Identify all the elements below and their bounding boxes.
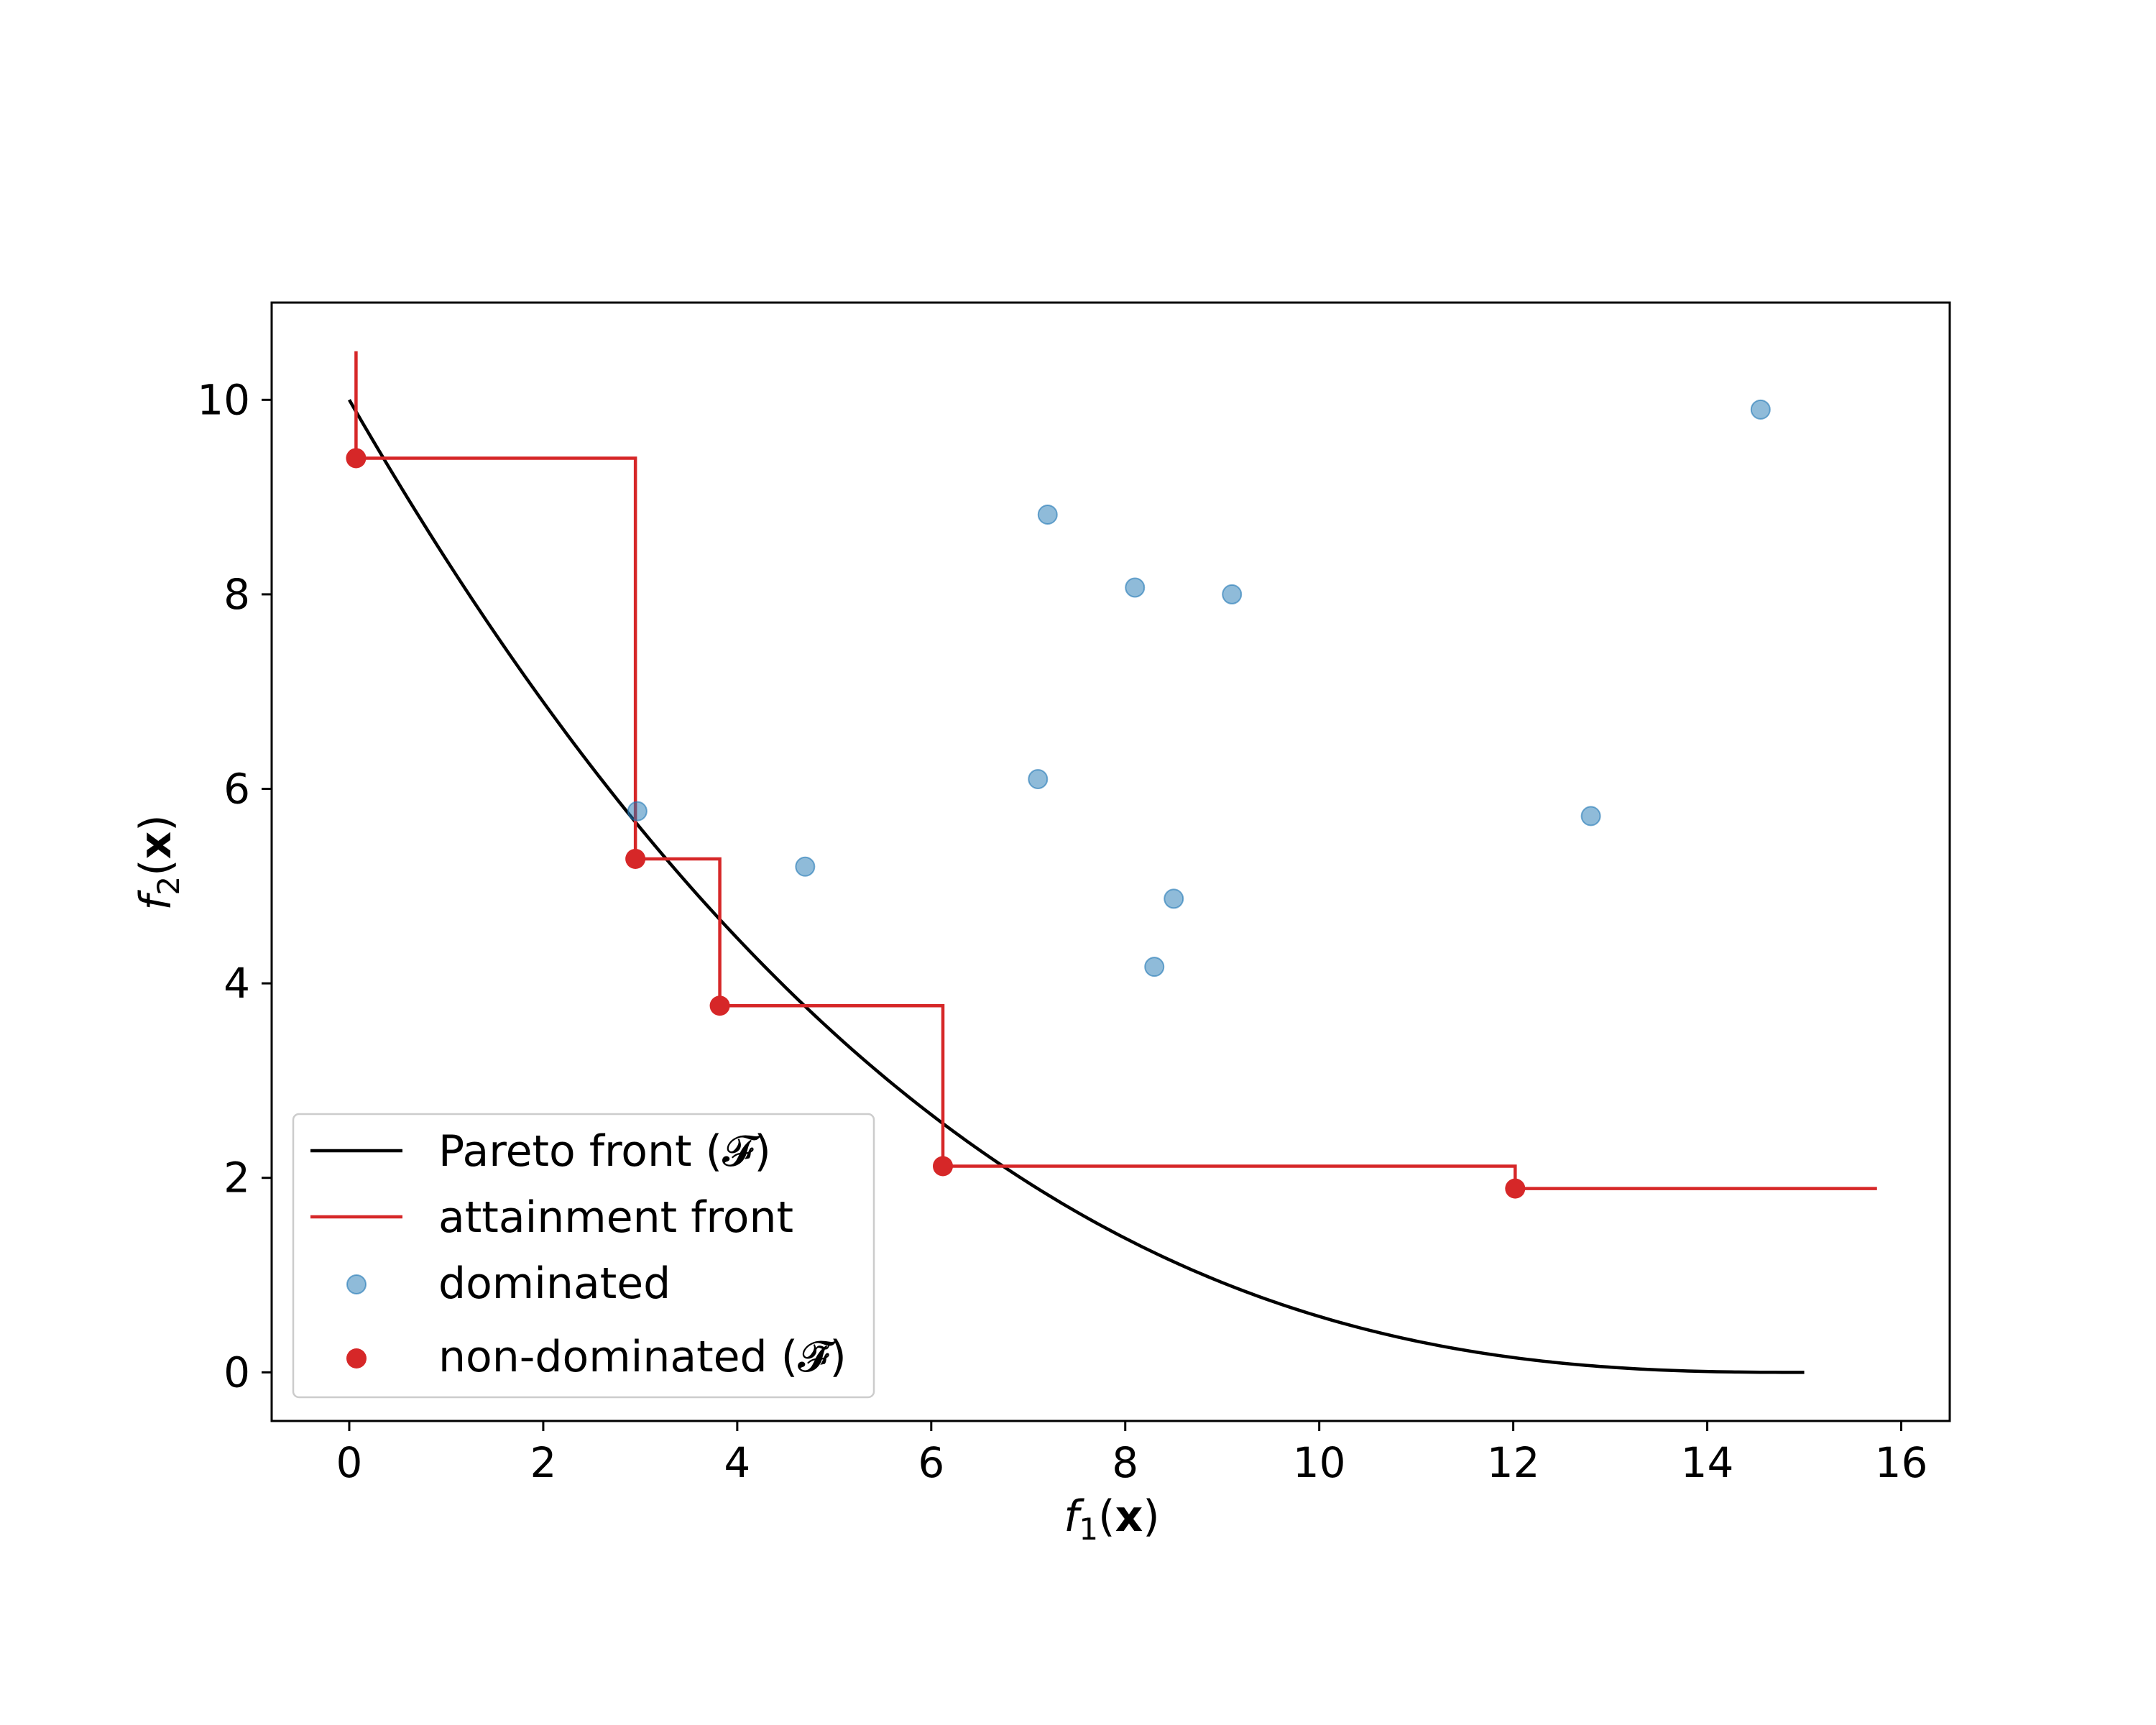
dominated-point [1580, 806, 1601, 827]
axis-ticks: 0 2 4 6 8 10 12 14 16 0 2 4 6 8 10 [197, 375, 1927, 1487]
x-axis-label-sub: 1 [1079, 1512, 1098, 1547]
legend-dominated-marker [346, 1274, 367, 1294]
y-tick-label: 8 [224, 570, 250, 619]
x-tick-label: 10 [1293, 1438, 1346, 1487]
y-tick-label: 4 [224, 959, 250, 1008]
dominated-point [1125, 577, 1146, 598]
x-tick-label: 0 [336, 1438, 363, 1487]
dominated-point [1144, 957, 1165, 978]
dominated-point [1028, 768, 1049, 789]
non-dominated-point [933, 1156, 953, 1177]
dominated-point [1222, 584, 1243, 604]
y-tick-label: 2 [224, 1154, 250, 1202]
x-tick-label: 2 [530, 1438, 556, 1487]
non-dominated-point [346, 448, 367, 469]
dominated-point [1037, 504, 1058, 525]
x-axis-label: f1(x) [1064, 1491, 1159, 1547]
legend-attainment-label: attainment front [438, 1192, 793, 1243]
x-axis-label-close: ) [1143, 1491, 1159, 1542]
y-tick-label: 0 [224, 1348, 250, 1397]
legend-frame [292, 1113, 875, 1399]
x-tick-label: 16 [1875, 1438, 1928, 1487]
x-tick-label: 8 [1112, 1438, 1138, 1487]
y-axis-label-close: ) [131, 814, 181, 831]
non-dominated-point [1505, 1178, 1526, 1199]
y-axis-label: f2(x) [131, 814, 186, 910]
y-tick-label: 6 [224, 765, 250, 814]
x-axis-label-open: ( [1098, 1491, 1115, 1542]
dominated-point [795, 856, 816, 877]
dominated-point [1164, 888, 1184, 909]
non-dominated-point [625, 848, 646, 869]
legend-nondominated-label: non-dominated (𝓕̃) [438, 1332, 847, 1382]
x-tick-label: 6 [918, 1438, 944, 1487]
y-axis-label-open: ( [131, 859, 181, 875]
dominated-point [1750, 399, 1771, 420]
dominated-point [627, 801, 648, 822]
x-axis-label-arg: x [1115, 1491, 1143, 1542]
y-axis-label-arg: x [131, 832, 181, 860]
legend-dominated-label: dominated [438, 1259, 671, 1309]
y-axis-label-sub: 2 [151, 876, 186, 896]
legend-nondominated-marker [346, 1348, 367, 1368]
x-tick-label: 12 [1487, 1438, 1540, 1487]
x-tick-label: 4 [724, 1438, 750, 1487]
x-tick-label: 14 [1681, 1438, 1734, 1487]
y-tick-label: 10 [197, 375, 250, 424]
legend: Pareto front (𝓕) attainment front domina… [292, 1113, 875, 1399]
non-dominated-point [709, 995, 730, 1016]
plot-frame [270, 301, 1951, 1422]
legend-pareto-label: Pareto front (𝓕) [438, 1126, 771, 1177]
pareto-front-line [348, 399, 1805, 1374]
plot-area [346, 351, 1877, 1374]
